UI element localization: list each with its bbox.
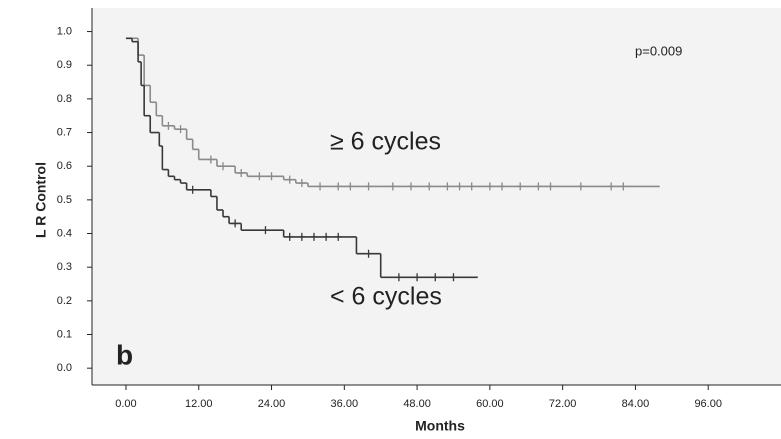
x-tick-label: 84.00 <box>622 398 650 410</box>
y-tick-label: 0.7 <box>57 126 72 138</box>
censor-mark <box>395 273 402 282</box>
censor-mark <box>298 179 305 188</box>
censor-mark <box>335 232 342 241</box>
censor-mark <box>268 172 275 181</box>
y-tick-label: 0.3 <box>57 261 72 273</box>
x-tick-label: 36.00 <box>331 398 359 410</box>
censor-mark <box>256 172 263 181</box>
censor-mark <box>232 219 239 228</box>
y-tick-label: 0.9 <box>57 59 72 71</box>
y-tick-label: 0.4 <box>57 227 72 239</box>
censor-mark <box>317 182 324 191</box>
censor-mark <box>517 182 524 191</box>
censor-mark <box>426 182 433 191</box>
censor-mark <box>165 121 172 130</box>
y-axis-label: L R Control <box>33 162 49 238</box>
y-tick-label: 0.6 <box>57 160 72 172</box>
censor-mark <box>335 182 342 191</box>
censor-mark <box>189 185 196 194</box>
censor-mark <box>286 175 293 184</box>
censor-mark <box>620 182 627 191</box>
censor-mark <box>414 273 421 282</box>
censor-mark <box>468 182 475 191</box>
censor-mark <box>220 162 227 171</box>
x-tick-label: 0.00 <box>115 398 136 410</box>
panel-label: b <box>116 339 133 370</box>
censor-mark <box>298 232 305 241</box>
y-tick-label: 1.0 <box>57 25 72 37</box>
y-tick-label: 0.1 <box>57 328 72 340</box>
censor-mark <box>608 182 615 191</box>
censor-mark <box>486 182 493 191</box>
censor-mark <box>547 182 554 191</box>
censor-mark <box>323 232 330 241</box>
censor-mark <box>577 182 584 191</box>
censor-mark <box>310 232 317 241</box>
x-tick-label: 60.00 <box>476 398 504 410</box>
y-tick-label: 0.5 <box>57 194 72 206</box>
censor-mark <box>238 168 245 177</box>
censor-mark <box>177 125 184 134</box>
x-tick-label: 12.00 <box>185 398 213 410</box>
censor-mark <box>389 182 396 191</box>
censor-mark <box>444 182 451 191</box>
y-tick-label: 0.8 <box>57 93 72 105</box>
censor-mark <box>408 182 415 191</box>
censor-mark <box>347 182 354 191</box>
x-tick-label: 24.00 <box>258 398 286 410</box>
censor-mark <box>456 182 463 191</box>
censor-mark <box>262 226 269 235</box>
censor-mark <box>365 249 372 258</box>
x-tick-label: 96.00 <box>694 398 722 410</box>
series-label: ≥ 6 cycles <box>330 128 441 156</box>
censor-mark <box>535 182 542 191</box>
censor-mark <box>286 232 293 241</box>
censor-mark <box>207 155 214 164</box>
censor-mark <box>432 273 439 282</box>
x-tick-label: 48.00 <box>403 398 431 410</box>
y-tick-label: 0.0 <box>57 362 72 374</box>
y-tick-label: 0.2 <box>57 295 72 307</box>
censor-mark <box>499 182 506 191</box>
x-tick-label: 72.00 <box>549 398 577 410</box>
p-value: p=0.009 <box>635 43 682 58</box>
censor-mark <box>365 182 372 191</box>
series-label: < 6 cycles <box>330 283 442 311</box>
plot-area <box>92 8 781 385</box>
x-axis-label: Months <box>415 418 465 434</box>
censor-mark <box>450 273 457 282</box>
